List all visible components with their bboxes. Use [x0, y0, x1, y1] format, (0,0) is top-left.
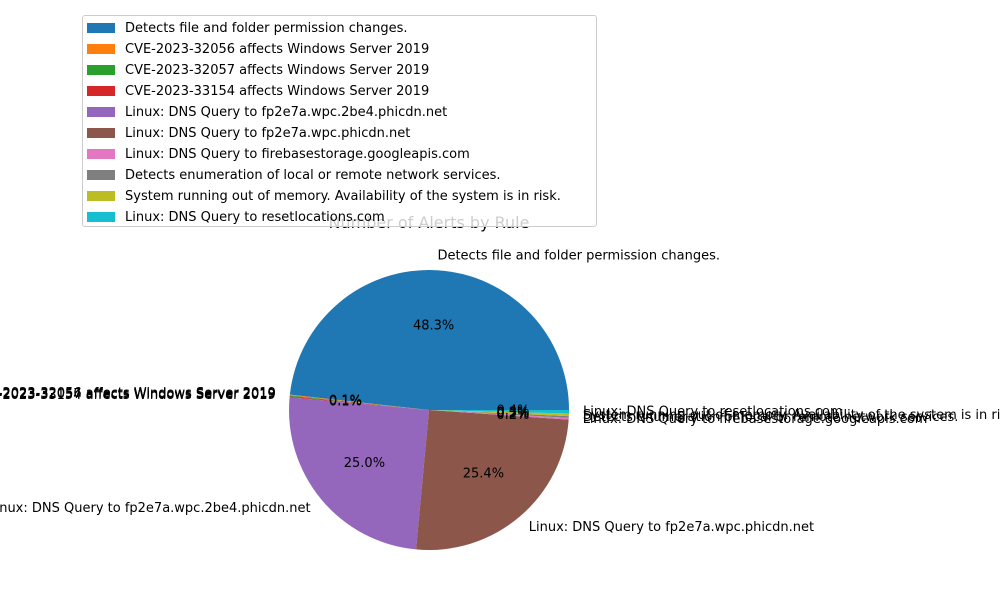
slice-category-label: System running out of memory. Availabili… — [583, 408, 1000, 423]
legend-item: Linux: DNS Query to resetlocations.com — [87, 207, 385, 227]
legend-label: Detects enumeration of local or remote n… — [125, 167, 501, 183]
slice-category-label: Linux: DNS Query to fp2e7a.wpc.phicdn.ne… — [529, 520, 814, 535]
slice-percent-label: 0.2% — [496, 407, 529, 422]
slice-percent-label: 0.2% — [496, 408, 529, 423]
legend-label: CVE-2023-32057 affects Windows Server 20… — [125, 62, 430, 78]
legend-item: CVE-2023-33154 affects Windows Server 20… — [87, 81, 429, 101]
slice-percent-label: 0.1% — [329, 394, 362, 409]
legend-swatch — [87, 107, 115, 117]
legend-label: Linux: DNS Query to fp2e7a.wpc.2be4.phic… — [125, 104, 448, 120]
pie-slice — [289, 395, 429, 410]
pie-slice — [289, 397, 429, 550]
legend-swatch — [87, 191, 115, 201]
pie-slice — [289, 269, 569, 410]
legend-item: Detects file and folder permission chang… — [87, 18, 408, 38]
legend-swatch — [87, 212, 115, 222]
slice-percent-label: 48.3% — [413, 319, 454, 334]
legend-label: CVE-2023-33154 affects Windows Server 20… — [125, 83, 430, 99]
pie-slice — [289, 396, 429, 410]
legend: Detects file and folder permission chang… — [82, 15, 597, 227]
legend-label: Linux: DNS Query to firebasestorage.goog… — [125, 146, 470, 162]
slice-percent-label: 25.4% — [463, 466, 504, 481]
slice-category-label: Detects enumeration of local or remote n… — [583, 410, 959, 425]
slice-percent-label: 25.0% — [344, 456, 385, 471]
slice-percent-label: 0.4% — [496, 404, 529, 419]
slice-category-label: CVE-2023-32056 affects Windows Server 20… — [0, 386, 276, 401]
slice-category-label: Linux: DNS Query to firebasestorage.goog… — [583, 412, 928, 427]
legend-swatch — [87, 149, 115, 159]
legend-item: Linux: DNS Query to firebasestorage.goog… — [87, 144, 470, 164]
slice-category-label: Linux: DNS Query to fp2e7a.wpc.2be4.phic… — [0, 501, 311, 516]
legend-item: Linux: DNS Query to fp2e7a.wpc.phicdn.ne… — [87, 123, 410, 143]
legend-swatch — [87, 170, 115, 180]
pie-slice — [429, 410, 569, 418]
slice-category-label: CVE-2023-33154 affects Windows Server 20… — [0, 388, 276, 403]
pie-slice — [416, 410, 569, 550]
legend-label: Linux: DNS Query to resetlocations.com — [125, 209, 385, 225]
legend-label: System running out of memory. Availabili… — [125, 188, 561, 204]
legend-item: CVE-2023-32056 affects Windows Server 20… — [87, 39, 429, 59]
legend-label: CVE-2023-32056 affects Windows Server 20… — [125, 41, 430, 57]
legend-swatch — [87, 128, 115, 138]
slice-category-label: CVE-2023-32057 affects Windows Server 20… — [0, 387, 276, 402]
pie-slice — [429, 410, 569, 420]
slice-percent-label: 0.1% — [329, 394, 362, 409]
legend-swatch — [87, 23, 115, 33]
pie-slice — [429, 410, 569, 417]
legend-swatch — [87, 44, 115, 54]
legend-item: CVE-2023-32057 affects Windows Server 20… — [87, 60, 429, 80]
legend-swatch — [87, 86, 115, 96]
legend-item: System running out of memory. Availabili… — [87, 186, 561, 206]
pie-slice — [289, 394, 429, 410]
legend-item: Linux: DNS Query to fp2e7a.wpc.2be4.phic… — [87, 102, 447, 122]
legend-swatch — [87, 65, 115, 75]
slice-percent-label: 0.3% — [496, 405, 529, 420]
pie-slice — [429, 410, 569, 414]
slice-percent-label: 0.1% — [329, 395, 362, 410]
legend-label: Linux: DNS Query to fp2e7a.wpc.phicdn.ne… — [125, 125, 411, 141]
slice-category-label: Linux: DNS Query to resetlocations.com — [583, 404, 843, 419]
legend-item: Detects enumeration of local or remote n… — [87, 165, 501, 185]
legend-label: Detects file and folder permission chang… — [125, 20, 408, 36]
slice-category-label: Detects file and folder permission chang… — [437, 249, 720, 264]
